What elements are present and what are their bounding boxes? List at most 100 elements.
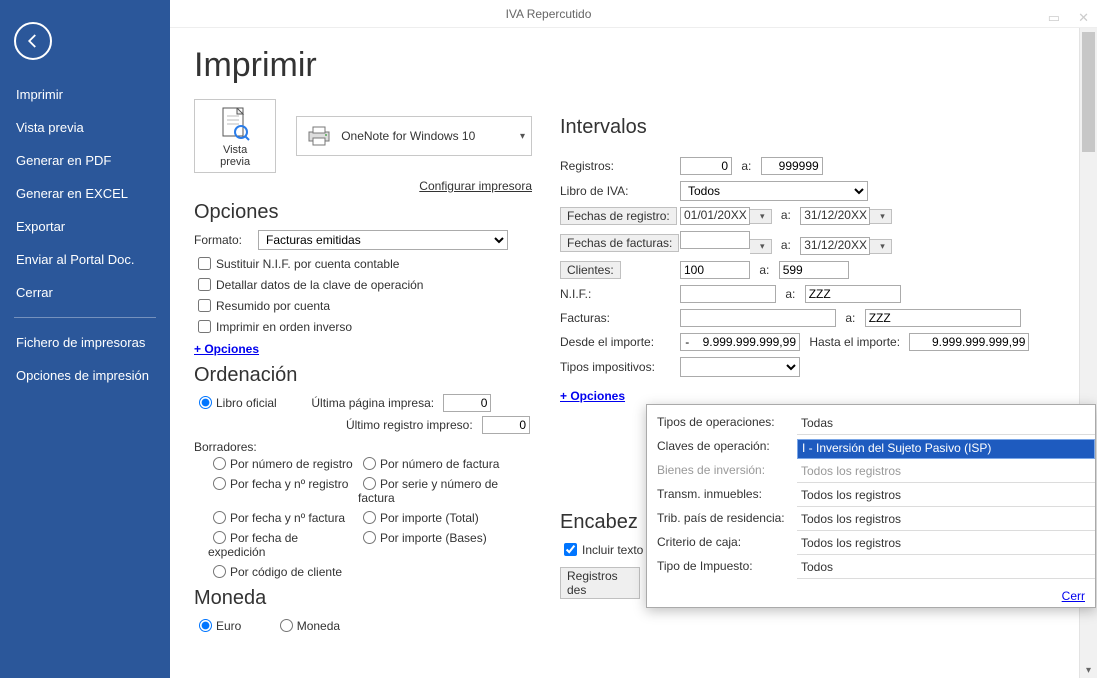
desde-importe-label: Desde el importe: <box>560 335 680 349</box>
sidebar-item-fichero-impresoras[interactable]: Fichero de impresoras <box>0 326 170 359</box>
popup-trib-label: Trib. país de residencia: <box>657 511 797 531</box>
facturas-label: Facturas: <box>560 311 680 325</box>
radio-num-factura[interactable]: Por número de factura <box>358 454 538 471</box>
popup-criterio-label: Criterio de caja: <box>657 535 797 555</box>
formato-label: Formato: <box>194 233 252 247</box>
ultimo-registro-label: Último registro impreso: <box>346 418 473 432</box>
borradores-label: Borradores: <box>194 440 532 454</box>
sidebar: Imprimir Vista previa Generar en PDF Gen… <box>0 0 170 678</box>
radio-importe-bases[interactable]: Por importe (Bases) <box>358 528 538 559</box>
radio-libro-oficial[interactable]: Libro oficial <box>194 396 277 410</box>
configure-printer-link[interactable]: Configurar impresora <box>419 179 532 193</box>
window-title: IVA Repercutido <box>506 7 592 21</box>
fecha-reg-to[interactable]: 31/12/20XX <box>800 207 870 225</box>
fecha-fact-to[interactable]: 31/12/20XX <box>800 237 870 255</box>
fecha-fact-from[interactable] <box>680 231 750 249</box>
config-printer-row: Configurar impresora <box>194 179 532 193</box>
radio-serie-n-factura[interactable]: Por serie y número de factura <box>358 474 538 505</box>
cb-resumido-cuenta[interactable]: Resumido por cuenta <box>194 296 532 315</box>
nif-to-input[interactable] <box>805 285 901 303</box>
popup-tipos-op-value[interactable]: Todas <box>797 415 1095 435</box>
libro-iva-label: Libro de IVA: <box>560 184 680 198</box>
radio-num-registro[interactable]: Por número de registro <box>208 454 358 471</box>
popup-tipo-imp-label: Tipo de Impuesto: <box>657 559 797 579</box>
tipos-impositivos-label: Tipos impositivos: <box>560 360 680 374</box>
scroll-down-icon[interactable]: ▾ <box>1080 665 1097 676</box>
sidebar-item-imprimir[interactable]: Imprimir <box>0 78 170 111</box>
moneda-heading: Moneda <box>194 587 532 610</box>
cb-detallar-clave[interactable]: Detallar datos de la clave de operación <box>194 275 532 294</box>
nif-label: N.I.F.: <box>560 287 680 301</box>
fecha-fact-to-drop[interactable]: ▾ <box>870 239 892 254</box>
sidebar-item-excel[interactable]: Generar en EXCEL <box>0 177 170 210</box>
fechas-facturas-button[interactable]: Fechas de facturas: <box>560 234 679 252</box>
ordenacion-heading: Ordenación <box>194 364 532 387</box>
popup-tipos-op-label: Tipos de operaciones: <box>657 415 797 435</box>
vista-previa-label: Vista previa <box>207 144 263 168</box>
popup-claves-value[interactable]: I - Inversión del Sujeto Pasivo (ISP) <box>797 439 1095 459</box>
libro-iva-select[interactable]: Todos <box>680 181 868 201</box>
radio-fecha-expedicion[interactable]: Por fecha de expedición <box>208 528 358 559</box>
facturas-from-input[interactable] <box>680 309 836 327</box>
sidebar-item-pdf[interactable]: Generar en PDF <box>0 144 170 177</box>
mas-opciones-intervalos-link[interactable]: + Opciones <box>560 389 625 403</box>
sidebar-item-opciones-impresion[interactable]: Opciones de impresión <box>0 359 170 392</box>
ultima-pagina-input[interactable] <box>443 394 491 412</box>
popup-bienes-value: Todos los registros <box>797 463 1095 483</box>
nif-from-input[interactable] <box>680 285 776 303</box>
popup-tipo-imp-value[interactable]: Todos <box>797 559 1095 579</box>
printer-icon <box>305 125 333 147</box>
registros-label: Registros: <box>560 159 680 173</box>
sidebar-item-cerrar[interactable]: Cerrar <box>0 276 170 309</box>
radio-euro[interactable]: Euro <box>194 619 241 633</box>
printer-select[interactable]: OneNote for Windows 10 ▾ <box>296 116 532 156</box>
hasta-importe-input[interactable] <box>909 333 1029 351</box>
print-target-row: Vista previa OneNote for Windows 10 ▾ <box>194 99 532 173</box>
radio-moneda[interactable]: Moneda <box>275 619 340 633</box>
sidebar-item-exportar[interactable]: Exportar <box>0 210 170 243</box>
registros-to-input[interactable] <box>761 157 823 175</box>
radio-fecha-n-factura[interactable]: Por fecha y nº factura <box>208 508 358 525</box>
tipos-impositivos-select[interactable] <box>680 357 800 377</box>
options-popup: Tipos de operaciones: Todas Claves de op… <box>646 404 1096 608</box>
hasta-importe-label: Hasta el importe: <box>809 335 900 349</box>
left-column: Imprimir Vista previa <box>194 46 532 633</box>
vista-previa-button[interactable]: Vista previa <box>194 99 276 173</box>
facturas-to-input[interactable] <box>865 309 1021 327</box>
clientes-to-input[interactable] <box>779 261 849 279</box>
sidebar-item-portal-doc[interactable]: Enviar al Portal Doc. <box>0 243 170 276</box>
cb-orden-inverso[interactable]: Imprimir en orden inverso <box>194 317 532 336</box>
fecha-fact-from-drop[interactable]: ▾ <box>750 239 772 254</box>
scroll-thumb[interactable] <box>1082 32 1095 152</box>
intervalos-heading: Intervalos <box>560 116 1097 139</box>
radio-fecha-n-registro[interactable]: Por fecha y nº registro <box>208 474 358 505</box>
radio-importe-total[interactable]: Por importe (Total) <box>358 508 538 525</box>
popup-claves-label: Claves de operación: <box>657 439 797 459</box>
sidebar-divider <box>14 317 156 318</box>
fechas-registro-button[interactable]: Fechas de registro: <box>560 207 677 225</box>
mas-opciones-link[interactable]: + Opciones <box>194 342 259 356</box>
fecha-reg-from[interactable]: 01/01/20XX <box>680 207 750 225</box>
popup-trib-value[interactable]: Todos los registros <box>797 511 1095 531</box>
clientes-button[interactable]: Clientes: <box>560 261 621 279</box>
printer-name: OneNote for Windows 10 <box>341 129 475 143</box>
chevron-down-icon: ▾ <box>520 131 525 142</box>
popup-transm-value[interactable]: Todos los registros <box>797 487 1095 507</box>
formato-select[interactable]: Facturas emitidas <box>258 230 508 250</box>
ultimo-registro-input[interactable] <box>482 416 530 434</box>
registros-des-button[interactable]: Registros des <box>560 567 640 599</box>
fecha-reg-to-drop[interactable]: ▾ <box>870 209 892 224</box>
popup-transm-label: Transm. inmuebles: <box>657 487 797 507</box>
sidebar-item-vista-previa[interactable]: Vista previa <box>0 111 170 144</box>
popup-criterio-value[interactable]: Todos los registros <box>797 535 1095 555</box>
clientes-from-input[interactable] <box>680 261 750 279</box>
page-title: Imprimir <box>194 46 532 85</box>
back-button[interactable] <box>14 22 52 60</box>
cb-sustituir-nif[interactable]: Sustituir N.I.F. por cuenta contable <box>194 254 532 273</box>
desde-importe-input[interactable] <box>680 333 800 351</box>
radio-codigo-cliente[interactable]: Por código de cliente <box>208 562 358 579</box>
popup-close-link[interactable]: Cerr <box>1062 589 1085 603</box>
registros-from-input[interactable] <box>680 157 732 175</box>
fecha-reg-from-drop[interactable]: ▾ <box>750 209 772 224</box>
opciones-heading: Opciones <box>194 201 532 224</box>
